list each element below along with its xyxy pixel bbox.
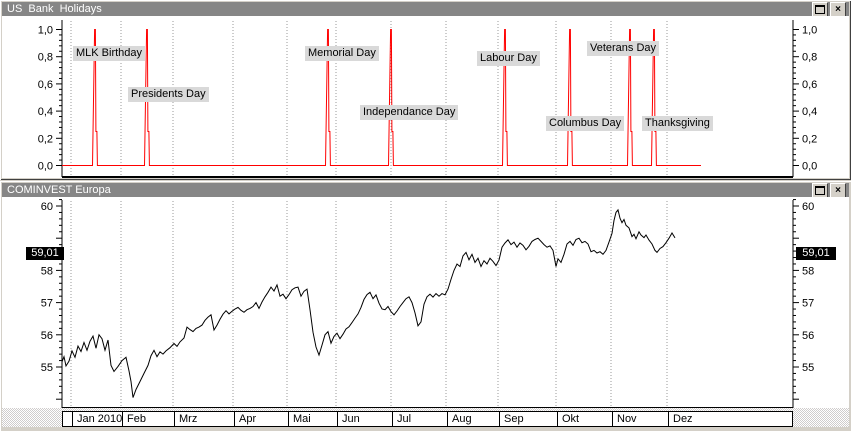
maximize-icon: [815, 4, 825, 14]
y-tick-label: 0,6: [38, 79, 53, 91]
y-tick-label: 60: [802, 201, 814, 213]
month-label: Jan 2010: [77, 413, 123, 425]
month-label: Sep: [504, 413, 524, 425]
close-icon: ×: [835, 184, 841, 196]
month-cell-divider: [612, 412, 613, 426]
month-cell-divider: [337, 412, 338, 426]
y-tick-label: 0,6: [802, 79, 817, 91]
maximize-icon: [815, 185, 825, 195]
y-tick-label: 60: [41, 201, 53, 213]
y-tick-label: 1,0: [802, 25, 817, 37]
y-tick-label: 0,0: [802, 161, 817, 173]
window-cominvest-europa: COMINVEST Europa × 60 60 58 58 57 57 56 56 55 55 …: [0, 181, 851, 431]
month-cell-divider: [668, 412, 669, 426]
window-title: COMINVEST Europa: [7, 184, 111, 196]
y-tick-label: 1,0: [38, 25, 53, 37]
month-cell-divider: [288, 412, 289, 426]
y-tick-label: 58: [41, 265, 53, 277]
y-tick-label: 55: [802, 362, 814, 374]
titlebar-us-bank-holidays[interactable]: US Bank Holidays ×: [2, 1, 849, 17]
month-cell-divider: [122, 412, 123, 426]
y-tick-label: 55: [41, 362, 53, 374]
y-tick-label: 0,4: [802, 106, 817, 118]
y-tick-label: 0,2: [38, 133, 53, 145]
y-tick-label: 0,8: [802, 52, 817, 64]
y-tick-label: 0,4: [38, 106, 53, 118]
last-value-marker-left: 59,01: [26, 247, 64, 260]
holiday-label: Veterans Day: [587, 41, 660, 56]
close-button[interactable]: ×: [830, 1, 846, 17]
month-label: Aug: [452, 413, 472, 425]
month-label: Dez: [673, 413, 693, 425]
month-label: Nov: [617, 413, 637, 425]
month-label: Feb: [127, 413, 146, 425]
holiday-chart-canvas: 1,0 1,0 0,8 0,8 0,6 0,6 0,4 0,4 0,2 0,2 0,0 0,0: [38, 20, 817, 178]
y-tick-label: 57: [802, 298, 814, 310]
maximize-button[interactable]: [812, 182, 828, 198]
window-title: US Bank Holidays: [7, 3, 102, 15]
month-cell-divider: [72, 412, 73, 426]
time-axis-strip: Jan 2010 Feb Mrz Apr Mai Jun Jul Aug Sep Okt Nov De…: [62, 411, 793, 427]
month-label: Mai: [293, 413, 311, 425]
month-cell-divider: [174, 412, 175, 426]
titlebar-cominvest-europa[interactable]: COMINVEST Europa ×: [2, 182, 849, 198]
month-label: Mrz: [179, 413, 198, 425]
price-chart-area: 60 60 58 58 57 57 56 56 55 55 59,01 59,01 Jan 201…: [2, 197, 849, 427]
month-cell-divider: [499, 412, 500, 426]
close-icon: ×: [835, 3, 841, 15]
holiday-label: Presidents Day: [128, 87, 209, 102]
month-cell-divider: [234, 412, 235, 426]
month-label: Okt: [562, 413, 580, 425]
y-tick-label: 56: [802, 330, 814, 342]
month-label: Apr: [239, 413, 257, 425]
maximize-button[interactable]: [812, 1, 828, 17]
y-tick-label: 0,8: [38, 52, 53, 64]
y-tick-label: 57: [41, 298, 53, 310]
window-us-bank-holidays: US Bank Holidays × 1,0 1,0 0,8 0,8 0,6 0,6 0,4…: [0, 0, 851, 180]
holiday-label: Thanksgiving: [642, 116, 713, 131]
holiday-label: Memorial Day: [305, 46, 379, 61]
month-cell-divider: [447, 412, 448, 426]
holiday-label: MLK Birthday: [73, 46, 146, 61]
month-cell-divider: [392, 412, 393, 426]
y-tick-label: 0,0: [38, 161, 53, 173]
month-cell-divider: [557, 412, 558, 426]
y-tick-label: 0,2: [802, 133, 817, 145]
holiday-label: Columbus Day: [546, 116, 625, 131]
month-label: Jun: [342, 413, 360, 425]
price-chart-canvas: 60 60 58 58 57 57 56 56 55 55: [41, 199, 814, 409]
holiday-chart-area: 1,0 1,0 0,8 0,8 0,6 0,6 0,4 0,4 0,2 0,2 0,0 0,0 MLK…: [2, 16, 849, 178]
last-value-marker-right: 59,01: [796, 247, 836, 260]
holiday-label: Independance Day: [360, 105, 459, 120]
y-tick-label: 56: [41, 330, 53, 342]
holiday-label: Labour Day: [477, 51, 540, 66]
month-label: Jul: [397, 413, 412, 425]
y-tick-label: 58: [802, 265, 814, 277]
close-button[interactable]: ×: [830, 182, 846, 198]
